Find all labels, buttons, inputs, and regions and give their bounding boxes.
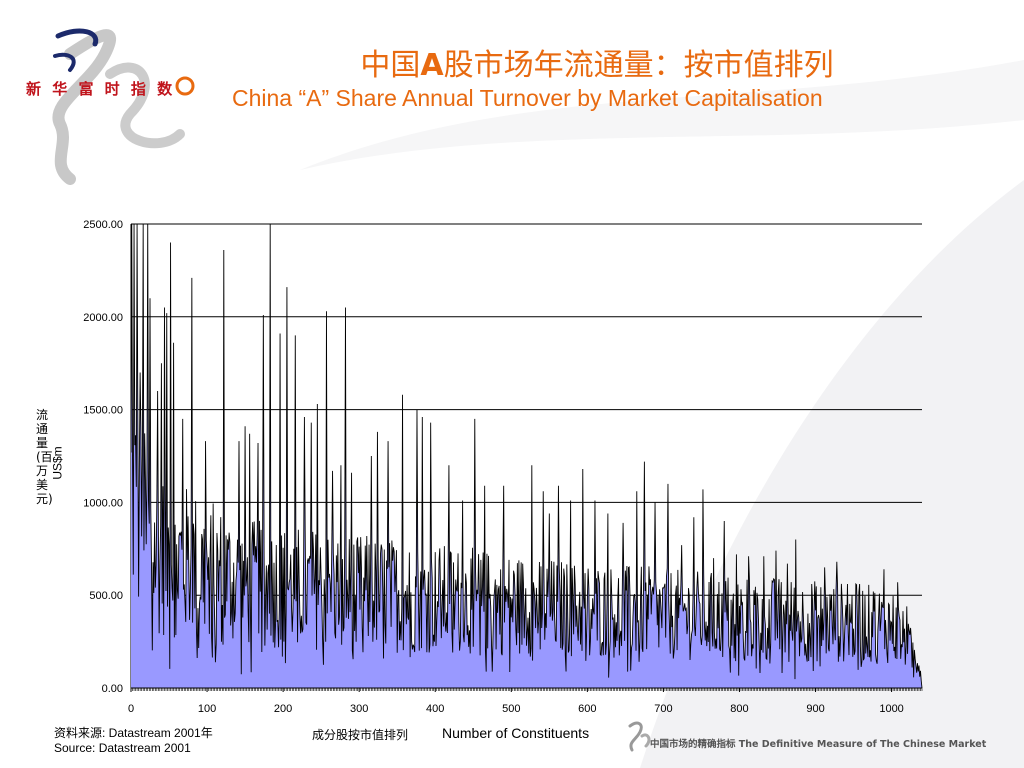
x-axis-label-chinese: 成分股按市值排列	[312, 728, 409, 742]
y-tick-label: 0.00	[102, 683, 123, 695]
x-tick-label: 500	[502, 703, 520, 715]
x-tick-label: 200	[274, 703, 292, 715]
x-tick-label: 800	[730, 703, 748, 715]
footer-logo-icon	[628, 721, 651, 752]
y-axis-label-chinese: 流通量(百万美元)	[36, 408, 53, 506]
y-tick-label: 1500.00	[83, 405, 123, 417]
x-tick-label: 100	[198, 703, 216, 715]
x-axis-label: Number of Constituents	[442, 725, 590, 741]
y-axis-label: US$m	[50, 446, 65, 480]
logo-emblem-icon	[175, 76, 195, 96]
logo-text: 新 华 富 时 指 数	[26, 80, 176, 98]
y-tick-label: 2500.00	[83, 219, 123, 231]
x-tick-label: 1000	[879, 703, 903, 715]
x-axis-category-ticks	[130, 688, 923, 691]
y-tick-label: 2000.00	[83, 312, 123, 324]
series-line	[130, 223, 923, 689]
x-tick-label: 700	[654, 703, 672, 715]
x-tick-label: 0	[128, 703, 134, 715]
source-note-chinese: 资料来源: Datastream 2001年	[54, 726, 213, 740]
x-tick-label: 300	[350, 703, 368, 715]
page-title-english: China “A” Share Annual Turnover by Marke…	[232, 85, 823, 111]
xinhua-ftse-logo	[52, 28, 195, 185]
source-note: 资料来源: Datastream 2001年 Source: Datastrea…	[54, 726, 213, 756]
source-note-english: Source: Datastream 2001	[54, 741, 191, 755]
footer-tagline: 中国市场的精确指标 The Definitive Measure of The …	[650, 739, 987, 750]
y-tick-label: 1000.00	[83, 497, 123, 509]
y-tick-label: 500.00	[89, 590, 123, 602]
x-tick-label: 900	[806, 703, 824, 715]
x-tick-label: 400	[426, 703, 444, 715]
page-title-chinese: 中国A股市场年流通量：按市值排列	[360, 48, 834, 83]
x-tick-label: 600	[578, 703, 596, 715]
